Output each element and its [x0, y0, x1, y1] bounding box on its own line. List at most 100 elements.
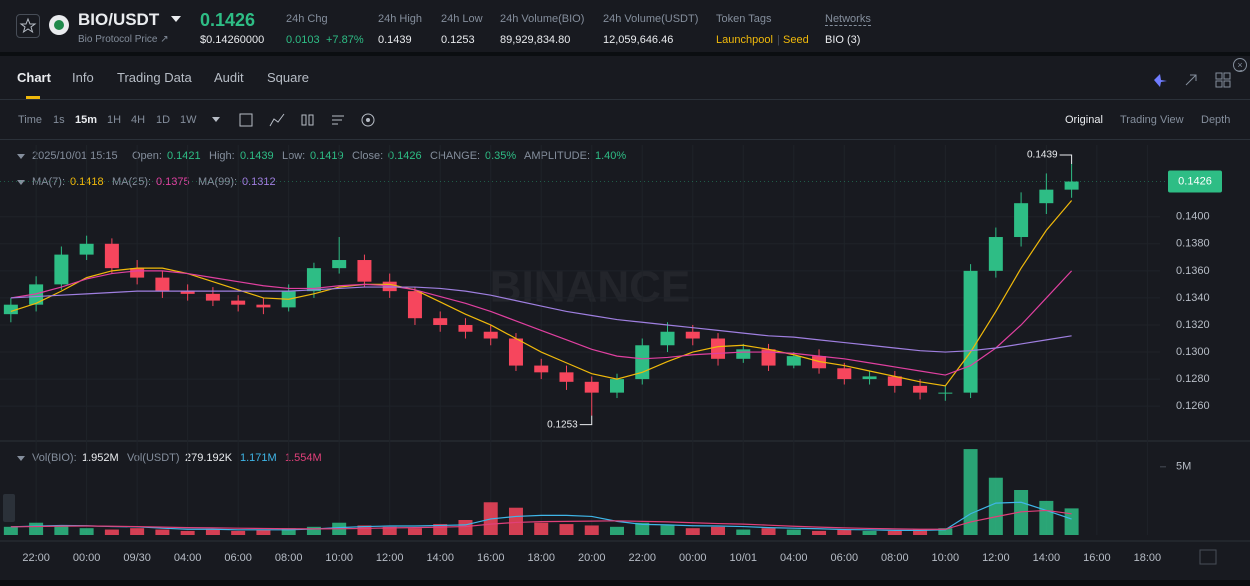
close-button[interactable]: ×: [1233, 58, 1247, 72]
legend-value: 0.1375: [156, 176, 190, 188]
candle-body: [761, 349, 776, 366]
candle-body: [938, 392, 953, 394]
volume-bar: [660, 525, 675, 535]
tag[interactable]: Launchpool: [716, 34, 773, 46]
tab[interactable]: Square: [267, 70, 309, 85]
dropdown-icon[interactable]: [170, 14, 182, 24]
interval[interactable]: 4H: [131, 114, 146, 126]
interval[interactable]: 1D: [156, 114, 171, 126]
more-intervals[interactable]: [211, 115, 221, 123]
volume-bar: [458, 520, 473, 535]
volume-bar: [205, 529, 220, 535]
tags-label: Token Tags: [716, 13, 772, 25]
y-tick-label: 0.1300: [1176, 346, 1210, 358]
volume-bar: [913, 529, 928, 535]
candle-body: [155, 277, 170, 292]
ma-line: [10, 286, 1072, 353]
interval[interactable]: 1s: [53, 114, 65, 126]
x-tick-label: 00:00: [679, 552, 707, 564]
tool-icons[interactable]: [238, 111, 378, 129]
networks-value[interactable]: BIO (3): [825, 34, 861, 46]
x-tick-label: 06:00: [831, 552, 859, 564]
pane-handle[interactable]: [3, 494, 15, 522]
tab[interactable]: Info: [72, 70, 94, 85]
x-tick-label: 22:00: [22, 552, 50, 564]
x-tick-label: 08:00: [881, 552, 909, 564]
volume-bar: [357, 525, 372, 535]
legend-label: AMPLITUDE:: [524, 150, 591, 162]
candle-body: [812, 356, 827, 369]
legend-date: 2025/10/01 15:15: [32, 150, 118, 162]
x-tick-label: 20:00: [578, 552, 606, 564]
view-option[interactable]: Depth: [1201, 114, 1231, 126]
last-price-badge: [1168, 170, 1222, 193]
x-tick-label: 18:00: [1134, 552, 1162, 564]
legend-value: 279.192K: [185, 452, 233, 464]
interval[interactable]: 1H: [107, 114, 122, 126]
pair-name[interactable]: BIO/USDT: [78, 10, 160, 29]
subtitle-link[interactable]: Bio Protocol Price ↗: [78, 34, 169, 45]
volume-bar: [79, 528, 94, 535]
legend-value: 1.171M: [240, 452, 277, 464]
volume-bar: [761, 528, 776, 535]
candle-body: [382, 281, 397, 292]
legend-label: MA(25):: [112, 176, 152, 188]
scale-button[interactable]: [1199, 549, 1217, 565]
stat-label: 24h Chg: [286, 13, 328, 25]
y-tick-label: 0.1260: [1176, 400, 1210, 412]
view-option[interactable]: Trading View: [1120, 114, 1184, 126]
y-tick-label: 0.1400: [1176, 211, 1210, 223]
candle-body: [407, 291, 422, 319]
collapse-icon[interactable]: [17, 456, 25, 461]
collapse-icon[interactable]: [17, 154, 25, 159]
y-tick-label: 0.1380: [1176, 238, 1210, 250]
x-tick-label: 12:00: [982, 552, 1010, 564]
x-tick-label: 16:00: [477, 552, 505, 564]
view-option[interactable]: Original: [1065, 114, 1103, 126]
volume-bar: [1014, 490, 1029, 535]
candle-body: [988, 237, 1003, 271]
volume-bar: [988, 477, 1003, 535]
candle-body: [3, 304, 18, 315]
volume-bar: [887, 530, 902, 535]
volume-bar: [256, 529, 271, 535]
volume-bar: [862, 530, 877, 535]
legend-value: 0.1312: [242, 176, 276, 188]
x-tick-label: 18:00: [527, 552, 555, 564]
tab[interactable]: Audit: [214, 70, 244, 85]
legend-value: 0.1439: [240, 150, 274, 162]
networks-label: Networks: [825, 13, 871, 26]
legend-value: 0.1419: [310, 150, 344, 162]
tag[interactable]: Seed: [783, 34, 809, 46]
candle-body: [711, 338, 726, 359]
collapse-icon[interactable]: [17, 180, 25, 185]
ma-line: [10, 270, 1073, 376]
volume-bar: [382, 526, 397, 535]
x-tick-label: 12:00: [376, 552, 404, 564]
candle-body: [29, 284, 44, 305]
last-price-label: 0.1426: [1178, 175, 1212, 187]
x-tick-label: 08:00: [275, 552, 303, 564]
legend-value: 1.952M: [82, 452, 119, 464]
stat-value: 0.1253: [441, 34, 475, 46]
x-tick-label: 10:00: [932, 552, 960, 564]
stat-value: 12,059,646.46: [603, 34, 674, 46]
candle-body: [104, 243, 119, 269]
candle-body: [231, 300, 246, 305]
candle-body: [483, 331, 498, 339]
tab[interactable]: Chart: [17, 70, 51, 85]
tab[interactable]: Trading Data: [117, 70, 192, 85]
legend-label: Vol(USDT): [127, 452, 180, 464]
legend-value: 1.554M: [285, 452, 322, 464]
interval[interactable]: 1W: [180, 114, 197, 126]
interval[interactable]: 15m: [75, 114, 98, 126]
volume-bar: [534, 522, 549, 535]
volume-bar: [812, 530, 827, 535]
stat-value: 0.1439: [378, 34, 412, 46]
favorite-button[interactable]: [16, 14, 40, 38]
volume-ma-line: [10, 501, 1072, 531]
volume-bar: [231, 530, 246, 535]
divider: [0, 139, 1250, 140]
legend-value: 0.35%: [485, 150, 517, 162]
stat-label: 24h Volume(BIO): [500, 13, 585, 25]
